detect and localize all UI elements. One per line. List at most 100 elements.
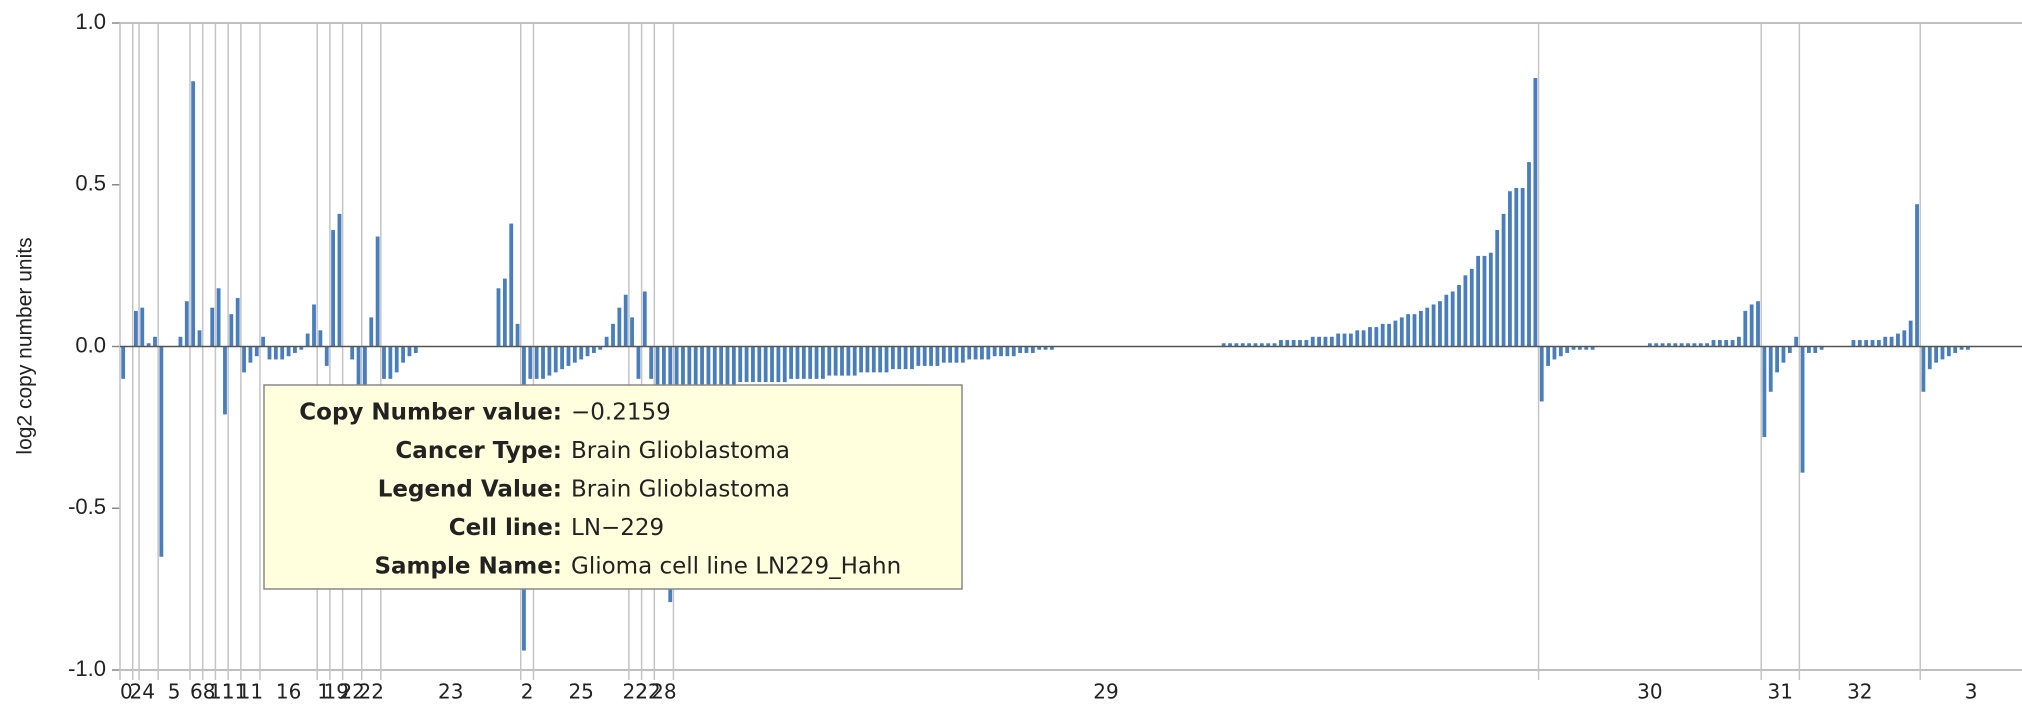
bar [1647, 343, 1652, 347]
bar [350, 346, 355, 360]
bar [808, 346, 813, 379]
bar [331, 230, 336, 347]
bar [121, 346, 126, 379]
bar [1240, 343, 1245, 347]
group-label: 11 [209, 680, 234, 704]
bar [725, 346, 730, 386]
bar [1654, 343, 1659, 347]
bar [1667, 343, 1671, 347]
group-label: 25 [568, 680, 593, 704]
bar [299, 346, 304, 350]
bar [1902, 330, 1907, 347]
bar [210, 307, 215, 347]
bar [1234, 343, 1239, 347]
bar [1011, 346, 1016, 357]
bar [1469, 268, 1474, 347]
tooltip-value: Brain Glioblastoma [571, 477, 790, 503]
group-label: 0 [120, 680, 133, 704]
bar [636, 346, 641, 379]
bar [649, 346, 654, 379]
bar [757, 346, 762, 383]
bar [1463, 275, 1468, 347]
group-label: 28 [651, 680, 676, 704]
bar [1717, 340, 1722, 347]
bar [776, 346, 781, 383]
bar [1253, 343, 1258, 347]
bar [1412, 314, 1417, 347]
bar [566, 346, 571, 366]
bar [1291, 340, 1296, 347]
bar [1272, 343, 1277, 347]
bar [821, 346, 825, 379]
bar [407, 346, 412, 357]
bar [941, 346, 946, 363]
bar [286, 346, 291, 357]
bar [337, 213, 342, 347]
bar [1527, 162, 1531, 347]
group-label: 30 [1637, 680, 1662, 704]
bar [1794, 336, 1799, 347]
bar [1857, 340, 1862, 347]
bar [782, 346, 787, 383]
bar [890, 346, 895, 370]
bar [617, 307, 622, 347]
bar [1673, 343, 1678, 347]
bar [1768, 346, 1773, 392]
group-label: 19 [324, 680, 349, 704]
bar [770, 346, 774, 383]
bar [1565, 346, 1570, 353]
bar [738, 346, 743, 383]
bar [922, 346, 927, 366]
bar [1781, 346, 1786, 363]
bar [859, 346, 863, 373]
bar [318, 330, 323, 347]
bar [312, 304, 316, 347]
bar [1724, 340, 1729, 347]
bar [1660, 343, 1665, 347]
bar [382, 346, 386, 379]
bar [897, 346, 902, 370]
bar [159, 346, 164, 557]
bar [178, 336, 183, 347]
bar [878, 346, 883, 373]
bar [1679, 343, 1684, 347]
bar [1584, 346, 1589, 350]
bar [744, 346, 749, 383]
bar [1508, 191, 1512, 347]
bar [833, 346, 838, 376]
bar [1819, 346, 1824, 350]
bar [1514, 187, 1519, 347]
tooltip-label: Legend Value: [378, 477, 562, 503]
bar [1705, 343, 1710, 347]
bar [1259, 343, 1264, 347]
group-label: 22 [623, 680, 648, 704]
bar [967, 346, 972, 360]
bar [630, 317, 634, 347]
bar [235, 297, 240, 347]
bar [1711, 340, 1716, 347]
bar [954, 346, 959, 363]
bar [1457, 285, 1461, 347]
bar [973, 346, 978, 360]
bar [1043, 346, 1048, 350]
bar [1756, 301, 1760, 347]
group-label: 8 [203, 680, 216, 704]
bar [846, 346, 851, 376]
bar [229, 314, 234, 347]
bar [642, 291, 647, 347]
bar [687, 346, 692, 386]
bar [980, 346, 984, 360]
bar [242, 346, 246, 373]
group-label: 22 [359, 680, 384, 704]
bar [1743, 310, 1748, 347]
bar [1590, 346, 1595, 350]
bar [814, 346, 819, 379]
bar [1966, 346, 1970, 350]
bar [254, 346, 259, 357]
bar [248, 346, 253, 363]
bar [273, 346, 278, 360]
bar [1393, 320, 1398, 347]
bar [935, 346, 940, 366]
bar [916, 346, 921, 366]
